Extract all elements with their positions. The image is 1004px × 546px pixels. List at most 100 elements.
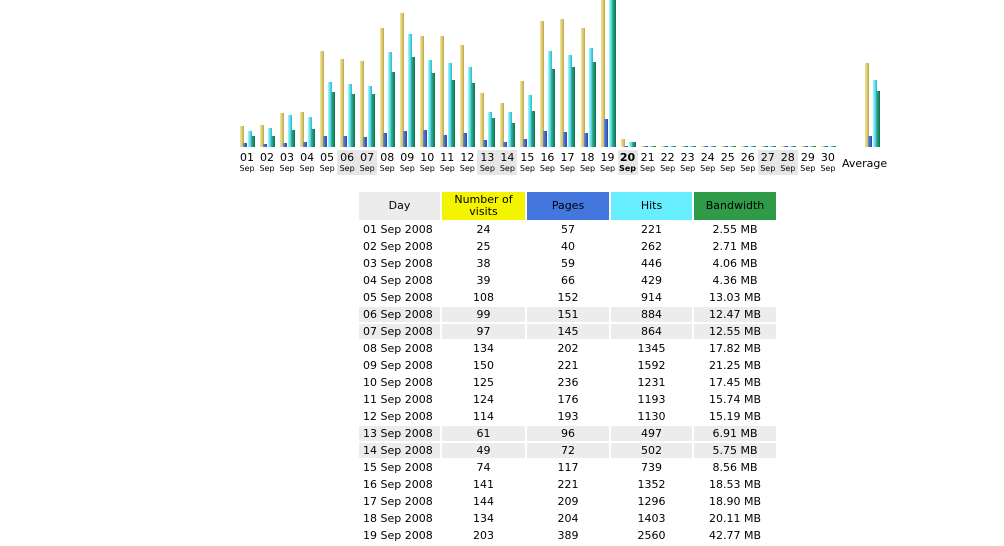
day-number: 16 [540,151,555,164]
day-number: 19 [600,151,615,164]
visits-bar [360,61,365,147]
table-row: 15 Sep 2008 74 117 739 8.56 MB [359,460,776,475]
day-bar-group [497,0,517,147]
cell-bandwidth: 5.75 MB [694,443,776,458]
bandwidth-bar [251,136,255,147]
day-number: 15 [520,151,535,164]
day-bar-group [317,0,337,147]
month-label: Sep [660,164,676,173]
day-number: 01 [240,151,254,164]
day-bar-group [337,0,357,147]
month-label: Sep [399,164,415,173]
day-bar-group [517,0,537,147]
visits-bar [400,13,405,147]
table-row: 12 Sep 2008 114 193 1130 15.19 MB [359,409,776,424]
cell-bandwidth: 15.74 MB [708,393,762,406]
cell-bandwidth: 18.90 MB [708,495,762,508]
day-bar-group [738,0,758,147]
cell-bandwidth: 4.06 MB [712,257,758,270]
cell-day: 11 Sep 2008 [363,393,433,406]
pages-bar [683,146,688,147]
cell-hits: 1592 [637,359,666,372]
pages-bar [483,140,488,147]
cell-day: 07 Sep 2008 [359,324,440,339]
visits-bar [420,36,425,147]
bandwidth-bar [271,136,276,147]
visits-bar [700,146,705,147]
average-bar-group [862,0,882,147]
cell-hits: 1130 [637,410,666,423]
visits-bar [800,146,805,147]
visits-bar [600,0,605,147]
cell-hits: 1345 [637,342,666,355]
cell-visits: 141 [473,478,494,491]
bandwidth-bar [351,94,356,147]
day-label: 22 Sep [658,150,678,175]
bandwidth-bar [731,146,736,147]
table-row: 13 Sep 2008 61 96 497 6.91 MB [359,426,776,441]
bandwidth-bar [551,69,556,147]
header-pages: Pages [527,192,609,220]
day-label: 20 Sep [617,150,638,175]
cell-visits: 24 [476,223,491,236]
visits-bar [780,146,785,147]
cell-visits: 74 [476,461,491,474]
pages-bar [663,146,668,147]
month-label: Sep [760,164,776,173]
cell-bandwidth: 20.11 MB [708,512,762,525]
hits-bar [368,86,373,147]
bandwidth-bar [331,92,336,147]
visits-bar [260,125,265,147]
day-number: 13 [480,151,495,164]
bandwidth-bar [611,0,616,147]
hits-bar [828,146,833,147]
day-number: 28 [780,151,795,164]
day-label: 11 Sep [437,150,457,175]
day-label: 17 Sep [557,150,577,175]
cell-hits: 884 [611,307,692,322]
day-label: 02 Sep [257,150,277,175]
hits-bar [308,117,313,147]
table-header-row: Day Number of visits Pages Hits Bandwidt… [359,192,776,220]
hits-bar [568,55,573,147]
average-label: Average [842,157,888,170]
cell-hits: 429 [641,274,662,287]
cell-pages: 152 [557,291,579,304]
cell-bandwidth: 4.36 MB [712,274,758,287]
pages-bar [803,146,808,147]
pages-bar [383,133,388,147]
hits-bar [388,52,393,147]
day-number: 03 [280,151,295,164]
cell-hits: 739 [641,461,662,474]
hits-bar [508,112,513,147]
cell-visits: 203 [473,529,494,542]
month-label: Sep [379,164,395,173]
day-label: 21 Sep [638,150,658,175]
day-number: 07 [360,151,375,164]
month-label: Sep [539,164,555,173]
cell-pages: 96 [527,426,609,441]
pages-bar [503,142,508,147]
day-label: 23 Sep [678,150,698,175]
day-bar-group [257,0,277,147]
table-row: 02 Sep 2008 25 40 262 2.71 MB [359,239,776,254]
month-label: Sep [239,164,255,173]
visits-bar [440,36,445,147]
day-bar-group [477,0,497,147]
cell-bandwidth: 17.45 MB [708,376,762,389]
day-number: 20 [619,151,636,164]
month-label: Sep [459,164,475,173]
header-bandwidth: Bandwidth [694,192,776,220]
cell-hits: 262 [641,240,662,253]
bandwidth-bar [711,146,716,147]
cell-bandwidth: 42.77 MB [708,529,762,542]
cell-bandwidth: 13.03 MB [708,291,762,304]
cell-bandwidth: 12.55 MB [694,324,776,339]
cell-day: 10 Sep 2008 [363,376,433,389]
hits-bar [668,146,673,147]
day-number: 18 [580,151,595,164]
cell-pages: 72 [527,443,609,458]
table-row: 08 Sep 2008 134 202 1345 17.82 MB [359,341,776,356]
day-label: 16 Sep [537,150,557,175]
cell-visits: 134 [473,342,494,355]
